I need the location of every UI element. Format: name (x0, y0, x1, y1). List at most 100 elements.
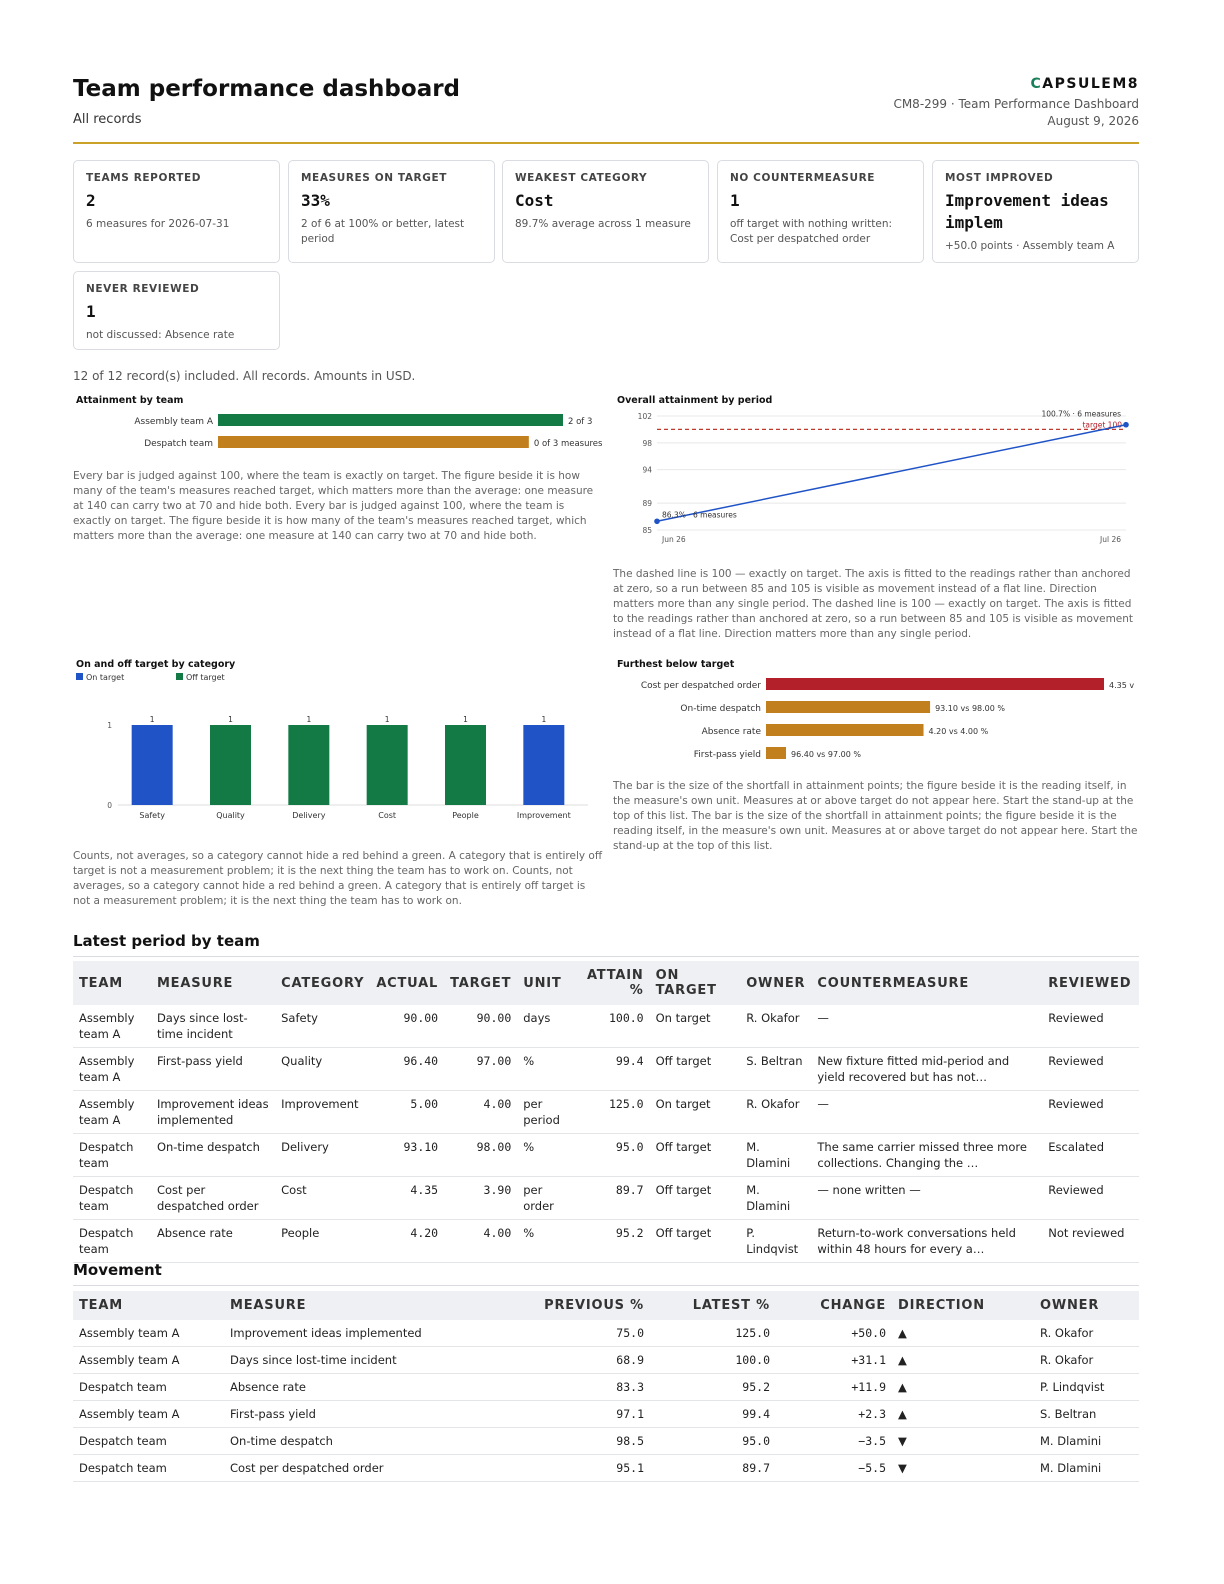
brand-block: CAPSULEM8 CM8-299 · Team Performance Das… (893, 76, 1139, 128)
table-cell: +31.1 (776, 1346, 892, 1374)
x-tick-label: Cost (378, 811, 396, 820)
table-cell: 99.4 (572, 1047, 650, 1091)
table-cell: Cost (275, 1176, 371, 1220)
latest-header-row: TEAM MEASURE CATEGORY ACTUAL TARGET UNIT ATTAI… (73, 961, 1139, 1005)
table-cell: R. Okafor (740, 1005, 812, 1048)
table-row: Assembly team A First-pass yield 97.1 99.4 +… (73, 1400, 1139, 1428)
kpi-measures-on-target: Measures on target 33% 2 of 6 at 100% or… (288, 160, 495, 263)
shortfall-label: 4.20 vs 4.00 % (929, 727, 989, 736)
table-cell: +11.9 (776, 1373, 892, 1401)
table-row: Despatch team On-time despatch Delivery 93.… (73, 1133, 1139, 1177)
table-cell: 125.0 (650, 1320, 776, 1347)
table-cell: Assembly team A (73, 1400, 224, 1428)
chart-title-overall: Overall attainment by period (617, 395, 773, 406)
table-cell: 98.5 (493, 1427, 650, 1455)
table-cell: 4.00 (444, 1090, 518, 1134)
furthest-chart: Cost per despatched order 4.35 v On-time d… (641, 678, 1134, 760)
table-cell: R. Okafor (1034, 1320, 1139, 1347)
table-row: Assembly team A Improvement ideas impleme… (73, 1090, 1139, 1134)
kpi-value: Improvement ideas implem (945, 191, 1109, 232)
kpi-label: Never reviewed (86, 283, 200, 295)
category-chart: On target Off target 0 1 1 Safety 1 Quality 1 Del… (76, 673, 588, 820)
bar-value-label: 1 (463, 715, 468, 724)
page-header: Team performance dashboard All records C… (73, 76, 1139, 144)
column-header: ON TARGET (649, 961, 741, 1005)
column-header: TEAM (73, 961, 151, 1005)
chart-title-category: On and off target by category (76, 659, 236, 670)
column-header: MEASURE (224, 1291, 493, 1320)
table-cell: Cost per despatched order (224, 1454, 493, 1482)
table-cell: Despatch team (73, 1373, 224, 1401)
shortfall-label: 96.40 vs 97.00 % (791, 750, 861, 759)
table-cell: Reviewed (1042, 1005, 1139, 1048)
table-cell: Assembly team A (73, 1090, 151, 1134)
table-cell: Not reviewed (1042, 1219, 1139, 1263)
table-cell: Despatch team (73, 1133, 151, 1177)
bar-value-label: 1 (306, 715, 311, 724)
table-cell: R. Okafor (740, 1090, 812, 1134)
table-row: Despatch team Cost per despatched order Co… (73, 1176, 1139, 1220)
category-bar (366, 725, 408, 805)
table-cell: 3.90 (444, 1176, 518, 1220)
table-cell: 4.35 (370, 1176, 445, 1220)
table-cell: Assembly team A (73, 1005, 151, 1048)
table-cell: 97.1 (493, 1400, 650, 1428)
table-cell: Off target (649, 1133, 741, 1177)
kpi-value: 2 (86, 191, 96, 210)
table-cell: Days since lost-time incident (150, 1005, 276, 1048)
table-row: Despatch team Absence rate 83.3 95.2 +11.9 ▲ P… (73, 1373, 1139, 1401)
kpi-label: Teams reported (86, 172, 202, 184)
table-cell: 89.7 (572, 1176, 650, 1220)
table-cell: M. Dlamini (1034, 1454, 1139, 1482)
table-cell: — (811, 1090, 1043, 1134)
series-line (656, 423, 1127, 523)
movement-header-row: TEAM MEASURE PREVIOUS % LATEST % CHANGE DIREC… (73, 1291, 1139, 1320)
table-cell: 4.00 (444, 1219, 518, 1263)
table-cell: ▲ (892, 1346, 1034, 1374)
column-header: TEAM (73, 1291, 224, 1320)
chart-title-furthest: Furthest below target (617, 659, 735, 670)
team-bar (218, 414, 563, 426)
shortfall-bar (766, 724, 924, 736)
category-bar (131, 725, 173, 805)
table-cell: 96.40 (370, 1047, 445, 1091)
table-cell: — (811, 1005, 1043, 1048)
brand-logo: CAPSULEM8 (893, 76, 1139, 92)
table-cell: 97.00 (444, 1047, 518, 1091)
table-cell: 75.0 (493, 1320, 650, 1347)
shortfall-bar (766, 678, 1104, 690)
kpi-no-countermeasure: No countermeasure 1 off target with noth… (717, 160, 924, 263)
team-bar-label: 2 of 3 (568, 417, 592, 427)
table-cell: ▲ (892, 1400, 1034, 1428)
table-cell: per period (517, 1090, 573, 1134)
x-tick-label: People (452, 811, 479, 820)
category-bar (210, 725, 251, 805)
page-title: Team performance dashboard (73, 76, 461, 102)
team-label: Despatch team (144, 439, 213, 449)
table-cell: 95.2 (650, 1373, 776, 1401)
table-row: Despatch team Absence rate People 4.20 4.00%… (73, 1219, 1139, 1263)
shortfall-label: 4.35 v (1109, 681, 1134, 690)
table-cell: Despatch team (73, 1219, 151, 1263)
column-header: DIRECTION (892, 1291, 1034, 1320)
y-tick-label: 85 (642, 526, 652, 535)
data-point-label: 86.3% · 6 measures (662, 510, 737, 519)
measure-label: Absence rate (702, 727, 762, 737)
kpi-sub: 2 of 6 at 100% or better, latest period (301, 218, 465, 245)
table-cell: 95.0 (572, 1133, 650, 1177)
table-cell: S. Beltran (1034, 1400, 1139, 1428)
kpi-value: 33% (301, 191, 330, 210)
table-cell: % (517, 1219, 573, 1263)
caption-category: Counts, not averages, so a category cann… (73, 850, 603, 907)
table-cell: Days since lost-time incident (224, 1346, 493, 1374)
kpi-teams-reported: Teams reported 2 6 measures for 2026-07-… (73, 160, 280, 263)
table-cell: Assembly team A (73, 1346, 224, 1374)
table-cell: ▲ (892, 1373, 1034, 1401)
kpi-never-reviewed: Never reviewed 1 not discussed: Absence … (73, 271, 280, 350)
y-tick-label: 89 (642, 499, 652, 508)
kpi-label: Most improved (945, 172, 1054, 184)
x-tick-label: Delivery (292, 811, 325, 820)
bar-value-label: 1 (541, 715, 546, 724)
legend-label: Off target (186, 673, 225, 682)
table-cell: R. Okafor (1034, 1346, 1139, 1374)
